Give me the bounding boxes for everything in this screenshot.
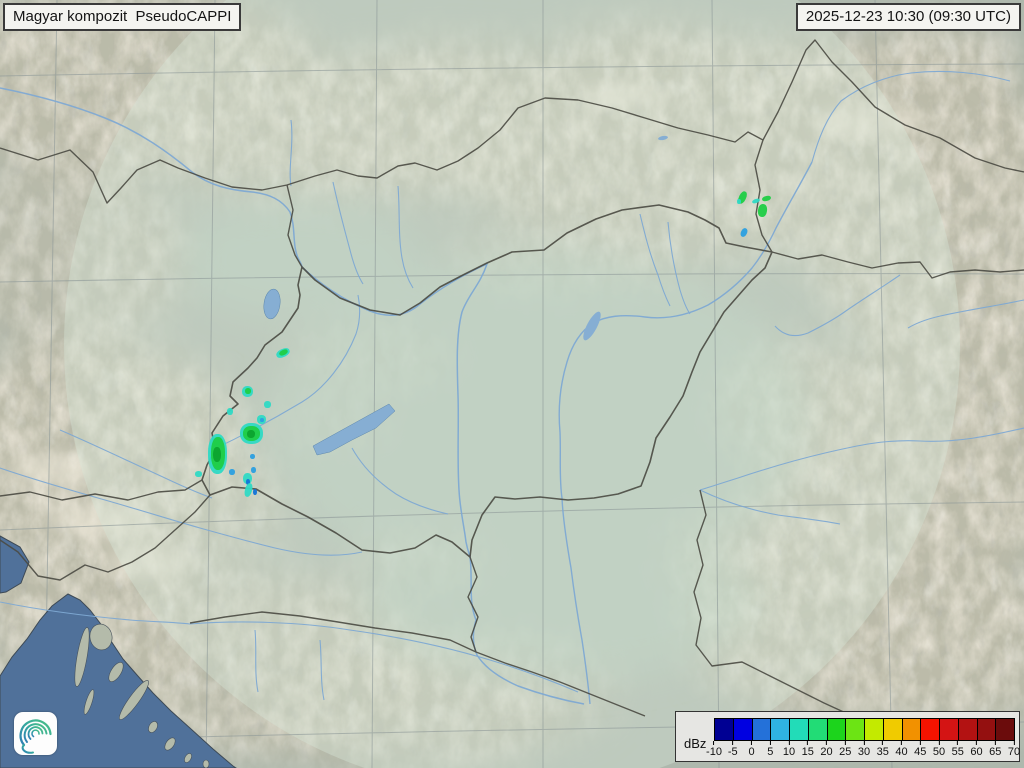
legend-tick: -10 — [706, 741, 722, 758]
legend-color-cell — [976, 718, 997, 741]
radar-echo — [213, 447, 221, 462]
radar-echo — [247, 430, 255, 438]
legend-color-cell — [882, 718, 903, 741]
lake-neusiedl — [263, 288, 281, 320]
legend-tick: 55 — [952, 741, 964, 758]
legend-unit-label: dBz — [684, 736, 707, 751]
legend-color-cell — [732, 718, 753, 741]
radar-echo — [227, 408, 233, 415]
legend-color-cell — [957, 718, 978, 741]
legend-color-cell — [826, 718, 847, 741]
lake-tisza — [583, 311, 601, 341]
radar-echo — [739, 227, 749, 238]
legend-tick: 50 — [933, 741, 945, 758]
legend-tick: -5 — [728, 741, 738, 758]
radar-echo — [260, 418, 264, 422]
legend-tick: 5 — [767, 741, 773, 758]
reservoir — [658, 135, 668, 141]
radar-echo — [251, 467, 256, 473]
radar-echo — [737, 199, 741, 204]
legend-tick: 70 — [1008, 741, 1020, 758]
legend-color-cell — [995, 718, 1015, 741]
rivers-layer — [0, 70, 1024, 705]
legend-color-cell — [789, 718, 809, 741]
radar-echo — [229, 469, 235, 475]
lake-balaton — [312, 403, 396, 456]
legend-color-cell — [714, 718, 734, 741]
radar-echo — [195, 471, 202, 477]
legend-tick: 45 — [914, 741, 926, 758]
legend-color-cell — [845, 718, 865, 741]
plains-tint — [180, 200, 810, 680]
legend-tick: 20 — [820, 741, 833, 758]
radar-echo — [245, 388, 251, 394]
radar-echo — [253, 489, 257, 495]
adriatic-islands — [74, 623, 210, 768]
legend-tick: 65 — [989, 741, 1001, 758]
radar-echo — [757, 203, 768, 218]
radar-echo — [761, 194, 772, 203]
snow-highlights — [7, 82, 923, 578]
lakes-layer — [263, 135, 668, 456]
legend-tick: 10 — [783, 741, 795, 758]
radar-echo — [246, 479, 250, 485]
sea-layer — [0, 535, 237, 768]
legend-tick: 30 — [858, 741, 870, 758]
legend-color-cell — [901, 718, 922, 741]
legend-tick: 25 — [839, 741, 851, 758]
legend-tick: 35 — [877, 741, 889, 758]
dbz-legend: dBz -10 -5 0 5 10 15 20 25 30 35 40 45 50 55 60 65 70 — [675, 711, 1020, 762]
timestamp-label: 2025-12-23 10:30 (09:30 UTC) — [795, 3, 1021, 31]
legend-tick: 60 — [970, 741, 983, 758]
radar-echo — [751, 197, 761, 205]
legend-colorbar — [714, 718, 1015, 741]
legend-tick: 40 — [895, 741, 908, 758]
legend-color-cell — [807, 718, 828, 741]
radar-echo — [264, 401, 271, 408]
legend-tick: 0 — [748, 741, 755, 758]
legend-color-cell — [864, 718, 884, 741]
radar-echo — [250, 454, 255, 459]
spiral-logo-icon — [19, 719, 52, 754]
legend-color-cell — [939, 718, 959, 741]
radar-echo — [243, 473, 252, 484]
legend-tick: 15 — [802, 741, 814, 758]
hungaromet-logo — [14, 712, 57, 755]
legend-color-cell — [770, 718, 790, 741]
legend-color-cell — [920, 718, 940, 741]
product-title: Magyar kompozit PseudoCAPPI — [3, 3, 242, 31]
legend-color-cell — [751, 718, 772, 741]
